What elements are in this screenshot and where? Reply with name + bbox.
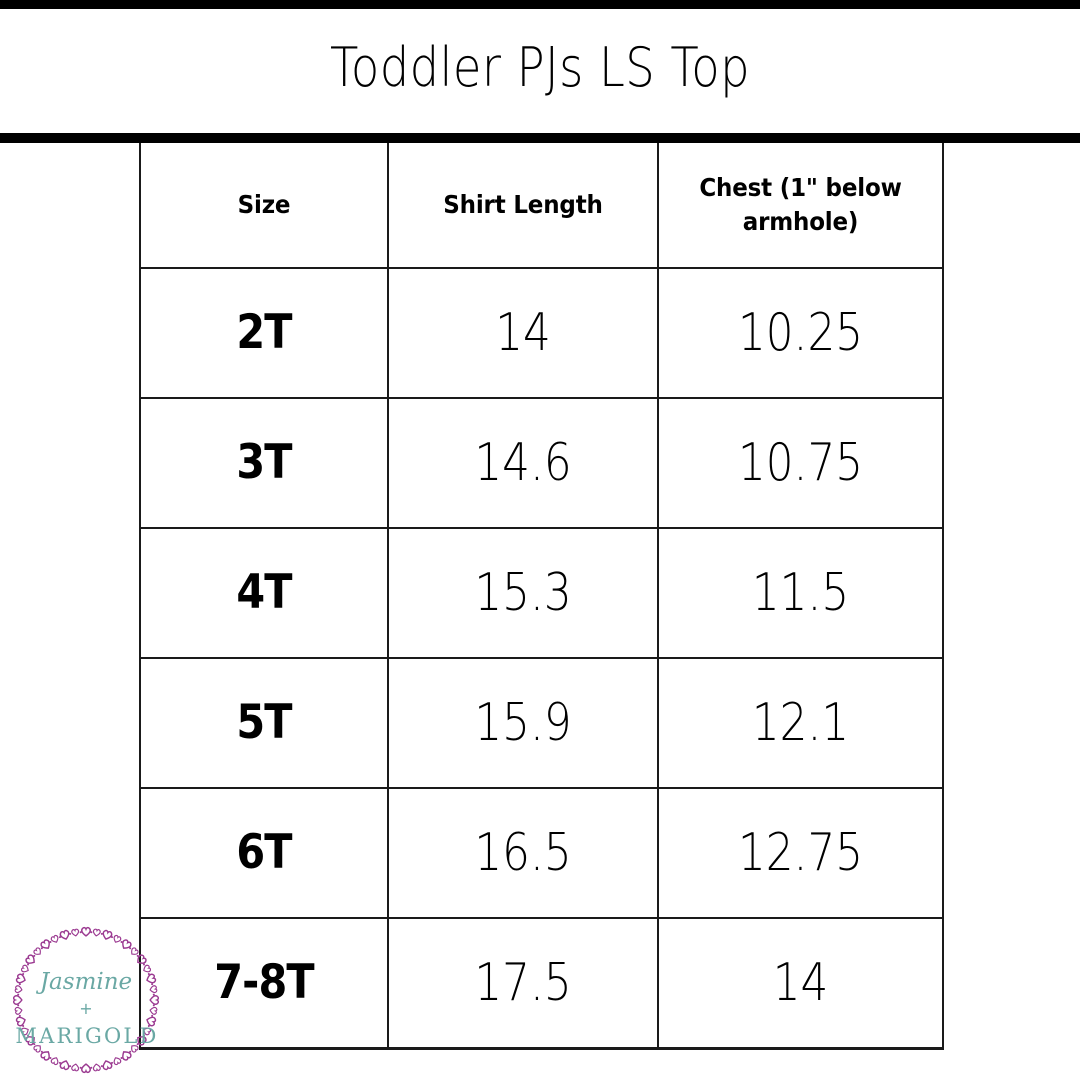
cell-chest-value: 12.1 — [751, 693, 850, 753]
cell-chest: 14 — [657, 918, 944, 1050]
column-header-size-label: Size — [237, 190, 291, 219]
cell-chest-value: 10.25 — [737, 303, 864, 363]
cell-size-value: 7-8T — [214, 955, 314, 1010]
brand-name-caps: MARIGOLD — [15, 1024, 158, 1048]
brand-plus-symbol: + — [79, 999, 92, 1018]
cell-chest-value: 12.75 — [737, 823, 864, 883]
cell-size: 4T — [139, 528, 389, 659]
cell-chest: 12.1 — [657, 658, 944, 789]
cell-shirt-length: 15.3 — [387, 528, 659, 659]
cell-shirt-length: 14.6 — [387, 398, 659, 529]
cell-shirt-length: 14 — [387, 268, 659, 399]
column-header-size: Size — [139, 143, 389, 269]
cell-size: 2T — [139, 268, 389, 399]
column-header-chest: Chest (1" below armhole) — [657, 143, 944, 269]
cell-chest: 10.75 — [657, 398, 944, 529]
brand-logo: Jasmine + MARIGOLD — [8, 922, 164, 1078]
column-header-chest-label: Chest (1" below armhole) — [699, 173, 902, 236]
cell-size-value: 3T — [236, 435, 292, 490]
cell-size: 6T — [139, 788, 389, 919]
cell-shirt-length-value: 14 — [495, 303, 551, 363]
cell-chest-value: 11.5 — [751, 563, 850, 623]
table-row: 2T 14 10.25 — [139, 268, 944, 399]
brand-logo-graphic: Jasmine + MARIGOLD — [12, 926, 160, 1074]
cell-size: 3T — [139, 398, 389, 529]
size-table: Size Shirt Length Chest (1" below armhol… — [139, 143, 944, 1050]
cell-shirt-length-value: 14.6 — [474, 433, 572, 493]
cell-size-value: 4T — [236, 565, 292, 620]
size-table-wrapper: Size Shirt Length Chest (1" below armhol… — [139, 143, 944, 1050]
column-header-shirt-length: Shirt Length — [387, 143, 659, 269]
table-row: 4T 15.3 11.5 — [139, 528, 944, 659]
table-row: 5T 15.9 12.1 — [139, 658, 944, 789]
cell-shirt-length-value: 15.9 — [474, 693, 572, 753]
cell-shirt-length: 15.9 — [387, 658, 659, 789]
cell-size: 5T — [139, 658, 389, 789]
page-title: Toddler PJs LS Top — [329, 36, 751, 99]
column-header-shirt-length-label: Shirt Length — [443, 190, 603, 219]
table-row: 3T 14.6 10.75 — [139, 398, 944, 529]
cell-chest: 11.5 — [657, 528, 944, 659]
cell-chest-value: 14 — [772, 953, 829, 1013]
cell-shirt-length-value: 17.5 — [474, 953, 572, 1013]
cell-chest-value: 10.75 — [737, 433, 864, 493]
heart-ring-border-icon — [12, 926, 160, 1074]
cell-shirt-length: 17.5 — [387, 918, 659, 1050]
table-row: 6T 16.5 12.75 — [139, 788, 944, 919]
cell-shirt-length-value: 16.5 — [474, 823, 572, 883]
cell-chest: 10.25 — [657, 268, 944, 399]
cell-size-value: 5T — [236, 695, 292, 750]
cell-shirt-length-value: 15.3 — [474, 563, 572, 623]
cell-shirt-length: 16.5 — [387, 788, 659, 919]
top-black-bar — [0, 0, 1080, 9]
cell-size: 7-8T — [139, 918, 389, 1050]
table-header-row: Size Shirt Length Chest (1" below armhol… — [139, 143, 944, 269]
table-row: 7-8T 17.5 14 — [139, 918, 944, 1050]
brand-name-script: Jasmine — [36, 969, 132, 995]
cell-size-value: 6T — [236, 825, 292, 880]
title-divider-rule — [0, 133, 1080, 143]
cell-chest: 12.75 — [657, 788, 944, 919]
cell-size-value: 2T — [236, 305, 292, 360]
